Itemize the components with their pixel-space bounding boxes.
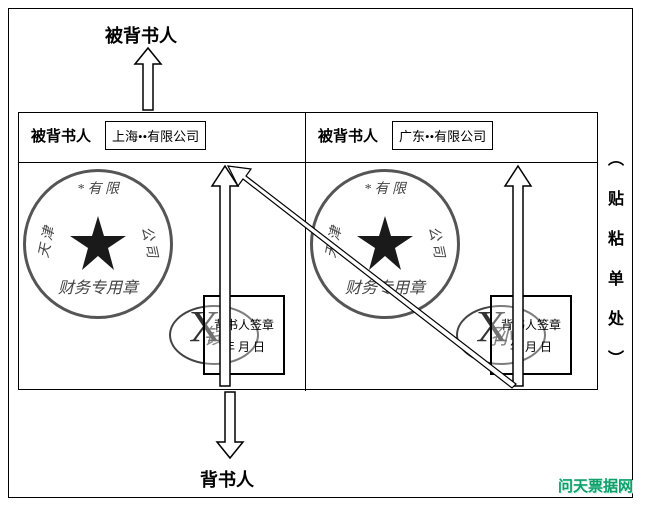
bracket-top: ︵ bbox=[606, 140, 626, 180]
bracket-bottom: ︶ bbox=[606, 340, 626, 380]
sign-line1-left: 背书人签章 bbox=[209, 315, 279, 337]
body-cell-right: * 有 限 天 津 公 司 财务专用章 孙 X 背书人签章 年 月 日 bbox=[306, 163, 597, 391]
round-seal-left: * 有 限 天 津 公 司 财务专用章 bbox=[23, 169, 173, 319]
seal-bottom-text-right: 财务专用章 bbox=[313, 274, 457, 298]
company-box-right: 广东••有限公司 bbox=[392, 121, 493, 150]
sign-line2-left: 年 月 日 bbox=[209, 337, 279, 359]
right-ch1: 贴 bbox=[606, 180, 626, 220]
header-cell-left: 被背书人 上海••有限公司 bbox=[19, 113, 306, 162]
header-row: 被背书人 上海••有限公司 被背书人 广东••有限公司 bbox=[19, 113, 597, 163]
star-icon bbox=[68, 214, 128, 274]
body-row: * 有 限 天 津 公 司 财务专用章 钱 X 背书人签章 年 月 日 bbox=[19, 163, 597, 391]
top-label-endorsee: 被背书人 bbox=[105, 22, 177, 48]
right-ch2: 粘 bbox=[606, 220, 626, 260]
company-box-left: 上海••有限公司 bbox=[105, 121, 206, 150]
endorsee-label-right: 被背书人 bbox=[318, 125, 378, 146]
bottom-label-endorser: 背书人 bbox=[200, 466, 254, 492]
round-seal-right: * 有 限 天 津 公 司 财务专用章 bbox=[310, 169, 460, 319]
right-label-paste-area: ︵ 贴 粘 单 处 ︶ bbox=[606, 140, 626, 380]
watermark: 问天票据网 bbox=[558, 475, 633, 496]
endorsee-label-left: 被背书人 bbox=[31, 125, 91, 146]
sign-line1-right: 背书人签章 bbox=[496, 315, 566, 337]
sign-line2-right: 年 月 日 bbox=[496, 337, 566, 359]
seal-bottom-text-left: 财务专用章 bbox=[26, 274, 170, 298]
right-ch4: 处 bbox=[606, 300, 626, 340]
body-cell-left: * 有 限 天 津 公 司 财务专用章 钱 X 背书人签章 年 月 日 bbox=[19, 163, 306, 391]
star-icon bbox=[355, 214, 415, 274]
header-cell-right: 被背书人 广东••有限公司 bbox=[306, 113, 597, 162]
endorsement-grid: 被背书人 上海••有限公司 被背书人 广东••有限公司 * 有 限 天 津 公 … bbox=[18, 112, 598, 390]
sign-box-right: 背书人签章 年 月 日 bbox=[490, 295, 572, 375]
right-ch3: 单 bbox=[606, 260, 626, 300]
sign-box-left: 背书人签章 年 月 日 bbox=[203, 295, 285, 375]
